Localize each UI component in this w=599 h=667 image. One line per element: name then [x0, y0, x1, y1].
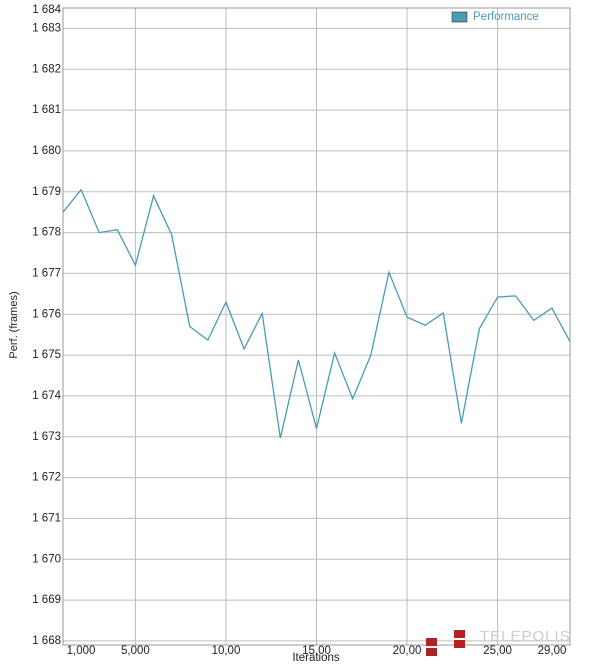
x-tick-label: 5,000 [121, 645, 150, 657]
y-tick-label: 1 675 [32, 349, 61, 361]
y-tick-label: 1 680 [32, 145, 61, 157]
y-tick-label: 1 682 [32, 63, 61, 75]
x-tick-label: 20,00 [393, 645, 422, 657]
y-tick-label: 1 673 [32, 431, 61, 443]
x-axis-label: Iterations [292, 652, 340, 664]
plot: 1 668 1 669 1 670 1 671 1 672 1 673 1 674 1 675… [32, 4, 571, 657]
x-tick-label: 1,000 [67, 645, 96, 657]
x-tick-label: 15,00 [302, 645, 331, 657]
y-tick-label: 1 678 [32, 227, 61, 239]
legend-label: Performance [473, 11, 539, 23]
y-tick-label: 1 679 [32, 186, 61, 198]
y-tick-label: 1 670 [32, 553, 61, 565]
y-tick-label: 1 674 [32, 390, 61, 402]
y-tick-label: 1 672 [32, 472, 61, 484]
legend-swatch [451, 11, 468, 23]
x-tick-label: 25,00 [483, 645, 512, 657]
y-tick-label: 1 677 [32, 267, 61, 279]
y-tick-label: 1 669 [32, 594, 61, 606]
y-tick-label: 1 681 [32, 104, 61, 116]
watermark-logo [426, 630, 465, 656]
y-axis-label: Perf. (frames) [8, 291, 20, 358]
y-tick-label: 1 671 [32, 512, 61, 524]
y-tick-label: 1 676 [32, 308, 61, 320]
y-tick-label: 1 668 [32, 635, 61, 647]
plot-border [62, 7, 571, 646]
y-tick-label: 1 683 [32, 22, 61, 34]
watermark: TELEPOLIS [480, 628, 571, 645]
x-tick-label: 29,00 [538, 645, 567, 657]
line [62, 188, 571, 439]
x-tick-label: 10,00 [212, 645, 241, 657]
y-tick-label: 1 684 [32, 4, 61, 16]
